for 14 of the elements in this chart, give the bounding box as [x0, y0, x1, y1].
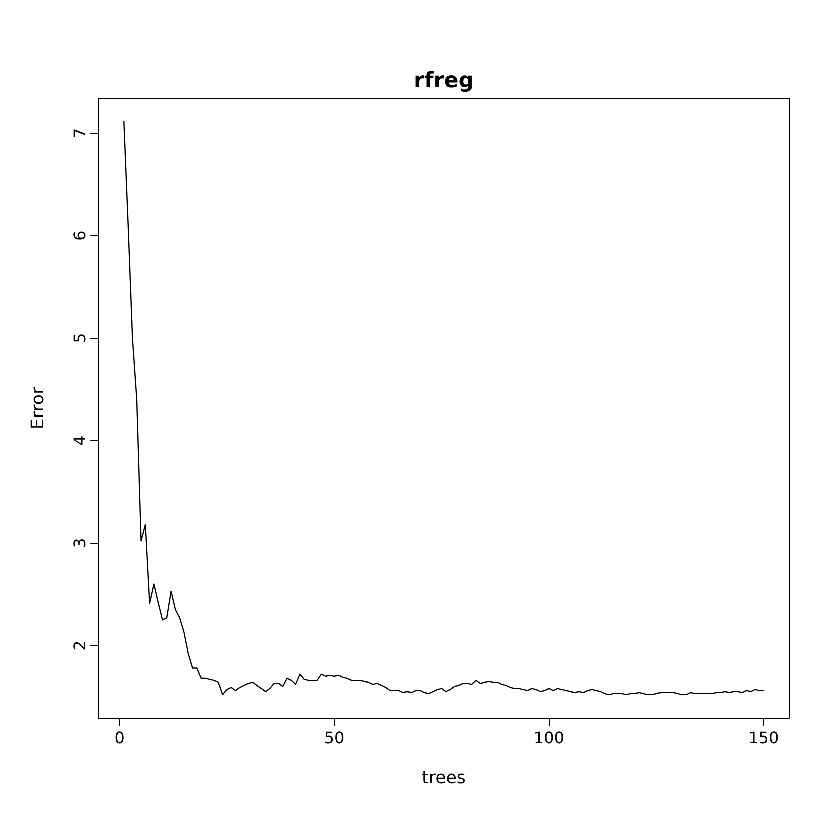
x-tick-label: 150	[748, 728, 780, 748]
line-series	[123, 120, 765, 696]
y-tick-label: 5	[70, 333, 90, 344]
y-axis-title: Error	[28, 386, 48, 430]
chart-title: rfreg	[414, 68, 474, 94]
x-tick-label: 0	[114, 728, 125, 748]
x-axis-title: trees	[422, 768, 466, 788]
y-tick-label: 3	[70, 538, 90, 548]
y-tick-label: 7	[70, 128, 90, 138]
y-tick-label: 2	[70, 640, 90, 651]
y-tick-label: 4	[70, 436, 90, 446]
x-tick-label: 100	[534, 728, 564, 748]
y-tick-label: 6	[70, 230, 90, 241]
x-tick-label: 50	[324, 728, 345, 748]
